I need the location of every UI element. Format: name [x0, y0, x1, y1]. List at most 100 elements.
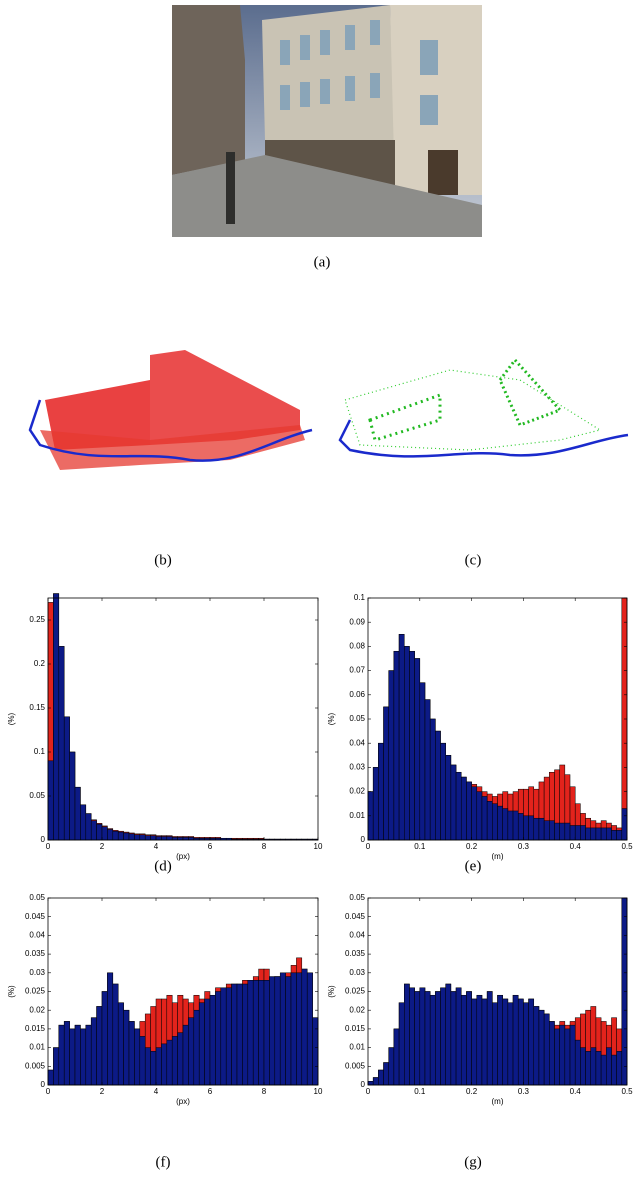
y-tick-label: 0.015	[345, 1024, 366, 1033]
y-axis-label: (%)	[327, 712, 336, 725]
bar	[595, 827, 602, 841]
bar	[290, 972, 297, 1086]
y-tick-label: 0.015	[25, 1024, 46, 1033]
x-tick-label: 0.1	[414, 1087, 426, 1096]
bar	[388, 670, 395, 841]
bar	[564, 822, 571, 841]
bar	[507, 810, 514, 841]
bar	[258, 980, 265, 1086]
y-tick-label: 0.05	[29, 893, 45, 902]
sparse-point-cloud	[338, 357, 629, 458]
bar	[435, 991, 441, 1086]
bar	[128, 1021, 135, 1086]
bar	[523, 815, 529, 841]
bar	[466, 781, 472, 841]
x-tick-label: 0	[366, 842, 371, 851]
caption: (d)	[154, 858, 172, 874]
bar	[166, 1039, 173, 1086]
bar	[429, 994, 436, 1086]
bar	[455, 987, 462, 1086]
x-tick-label: 6	[208, 842, 213, 851]
bar	[517, 998, 524, 1086]
bar	[533, 817, 540, 841]
bar	[301, 968, 308, 1086]
trajectory	[28, 399, 313, 462]
caption: (f)	[156, 1154, 171, 1170]
bar	[225, 987, 232, 1086]
y-tick-label: 0.06	[349, 690, 365, 699]
bar	[486, 991, 493, 1086]
bar	[144, 835, 151, 841]
center-building	[262, 5, 395, 140]
bar	[96, 823, 103, 841]
bar	[429, 718, 436, 841]
x-axis-label: (px)	[176, 852, 190, 861]
bar	[600, 827, 607, 841]
x-tick-label: 0.3	[518, 1087, 530, 1096]
bar	[497, 994, 503, 1086]
bar	[155, 836, 162, 841]
bar	[161, 1043, 168, 1086]
bar	[471, 786, 478, 841]
bar	[574, 1039, 581, 1086]
bar	[47, 760, 54, 841]
bar	[215, 991, 222, 1086]
bar	[419, 682, 426, 841]
y-tick-label: 0.045	[345, 912, 366, 921]
bar	[134, 1028, 141, 1086]
bar	[606, 1047, 612, 1086]
x-tick-label: 4	[154, 1087, 159, 1096]
y-tick-label: 0.15	[29, 703, 45, 712]
y-tick-label: 0	[41, 1080, 46, 1089]
y-tick-label: 0.05	[29, 791, 45, 800]
bar	[372, 767, 379, 841]
x-tick-label: 0.2	[466, 842, 478, 851]
bar	[80, 1028, 87, 1086]
cloud-wall	[150, 350, 300, 445]
y-tick-label: 0.045	[25, 912, 46, 921]
bar	[460, 994, 467, 1086]
bar	[404, 983, 410, 1086]
bar	[101, 826, 108, 841]
bar	[139, 1036, 146, 1086]
cloud-facade	[368, 392, 442, 442]
bar	[53, 1047, 60, 1086]
bar	[188, 1017, 195, 1086]
caption: (e)	[465, 858, 482, 874]
bar	[85, 813, 92, 841]
y-tick-label: 0.005	[25, 1061, 46, 1070]
bar	[435, 730, 441, 841]
bar	[580, 825, 586, 841]
bar	[414, 991, 421, 1086]
bar	[549, 1021, 555, 1086]
bar	[171, 1036, 178, 1086]
bar	[112, 830, 119, 841]
bar	[616, 1051, 623, 1086]
left-building	[172, 5, 245, 175]
y-tick-label: 0.25	[29, 615, 45, 624]
bar	[590, 827, 597, 841]
y-tick-label: 0.08	[349, 642, 365, 651]
y-tick-label: 0.1	[354, 593, 366, 602]
bar	[274, 976, 281, 1086]
bar	[528, 815, 535, 841]
cloud-outline	[344, 369, 602, 451]
bar	[398, 1002, 405, 1086]
bar	[252, 980, 259, 1086]
bar	[58, 1024, 65, 1086]
x-tick-label: 0.4	[570, 842, 582, 851]
bar	[497, 805, 503, 841]
bar	[621, 808, 628, 841]
x-tick-label: 0.2	[466, 1087, 478, 1096]
bar	[533, 1006, 540, 1086]
y-tick-label: 0.005	[345, 1061, 366, 1070]
bar	[585, 827, 591, 841]
x-tick-label: 0.5	[621, 1087, 633, 1096]
bar	[512, 810, 519, 841]
x-axis-label: (m)	[492, 852, 504, 861]
bar	[74, 1024, 81, 1086]
bar	[383, 1062, 389, 1086]
bar	[269, 976, 276, 1086]
y-tick-label: 0.04	[29, 931, 45, 940]
